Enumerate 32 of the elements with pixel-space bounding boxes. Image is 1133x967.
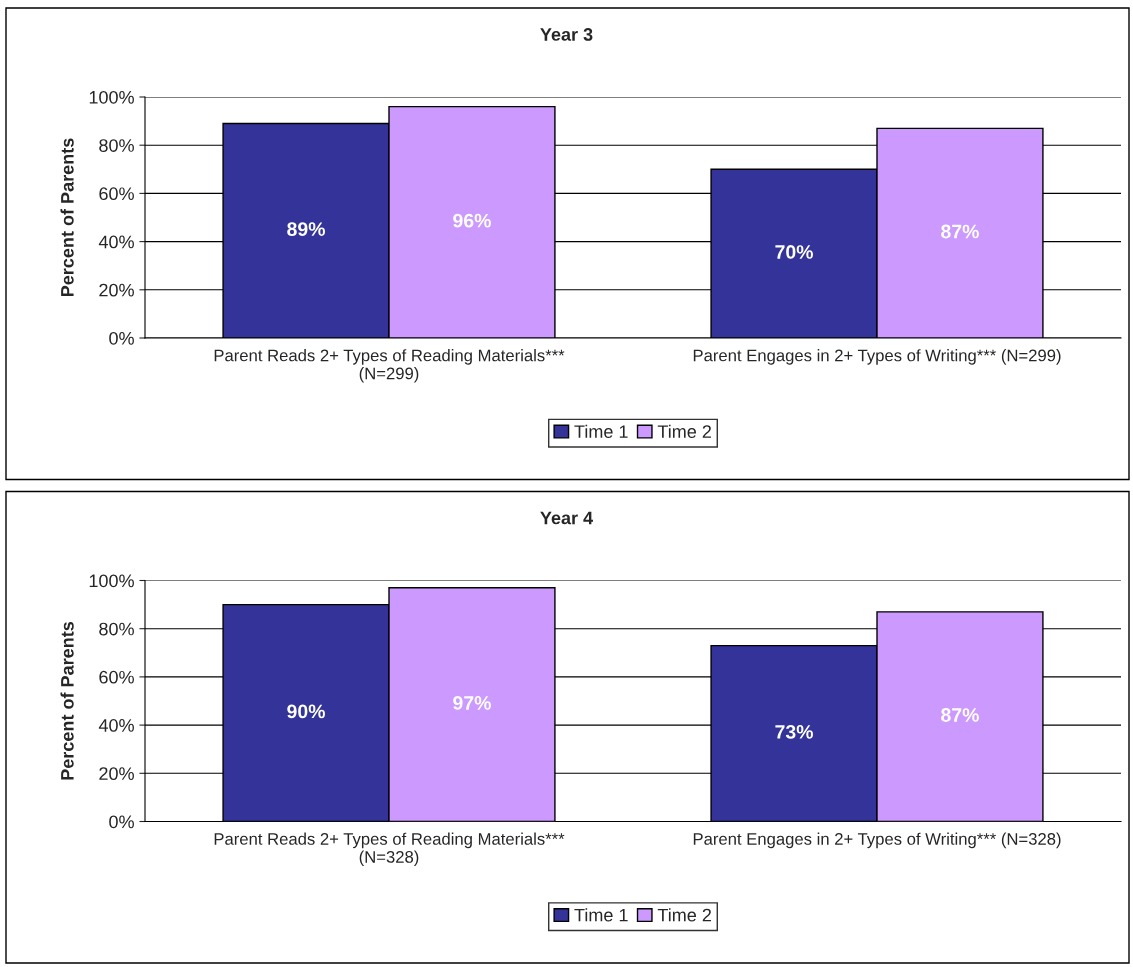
y-tick-label: 100% (89, 574, 134, 588)
data-label: 89% (287, 222, 325, 236)
y-tick-label: 20% (99, 283, 134, 297)
x-tick-label: Parent Engages in 2+ Types of Writing*** (N=299) (693, 349, 1061, 365)
y-axis-title: Percent of Parents (60, 621, 74, 780)
x-tick-label: Parent Engages in 2+ Types of Writing*** (N=328) (693, 832, 1061, 849)
y-tick-label: 60% (99, 187, 134, 201)
data-label: 96% (453, 213, 491, 228)
data-label: 97% (453, 696, 491, 710)
y-tick-label: 40% (98, 719, 134, 732)
legend-label: Time 1 (574, 424, 628, 439)
data-label: 70% (775, 245, 813, 259)
chart-title: Year 3 (540, 28, 593, 41)
y-tick-label: 80% (99, 622, 134, 636)
data-label: 90% (287, 704, 325, 719)
legend-label: Time 1 (574, 908, 628, 922)
y-tick-label: 100% (89, 90, 134, 104)
y-tick-label: 0% (109, 815, 134, 829)
y-axis-title: Percent of Parents (60, 138, 74, 297)
y-tick-label: 20% (99, 767, 134, 781)
data-label: 87% (941, 708, 979, 722)
chart-title: Year 4 (540, 511, 594, 525)
y-tick-label: 0% (109, 331, 134, 345)
legend-label: Time 2 (657, 424, 711, 439)
y-tick-label: 80% (99, 139, 134, 152)
data-label: 73% (775, 724, 813, 739)
data-label: 87% (941, 224, 979, 239)
y-tick-label: 40% (98, 235, 134, 249)
y-tick-label: 60% (99, 670, 134, 684)
x-tick-label: Parent Reads 2+ Types of Reading Materials*** (N=299) (214, 349, 565, 383)
legend-label: Time 2 (657, 908, 711, 922)
x-tick-label: Parent Reads 2+ Types of Reading Materials*** (N=328) (214, 832, 565, 867)
